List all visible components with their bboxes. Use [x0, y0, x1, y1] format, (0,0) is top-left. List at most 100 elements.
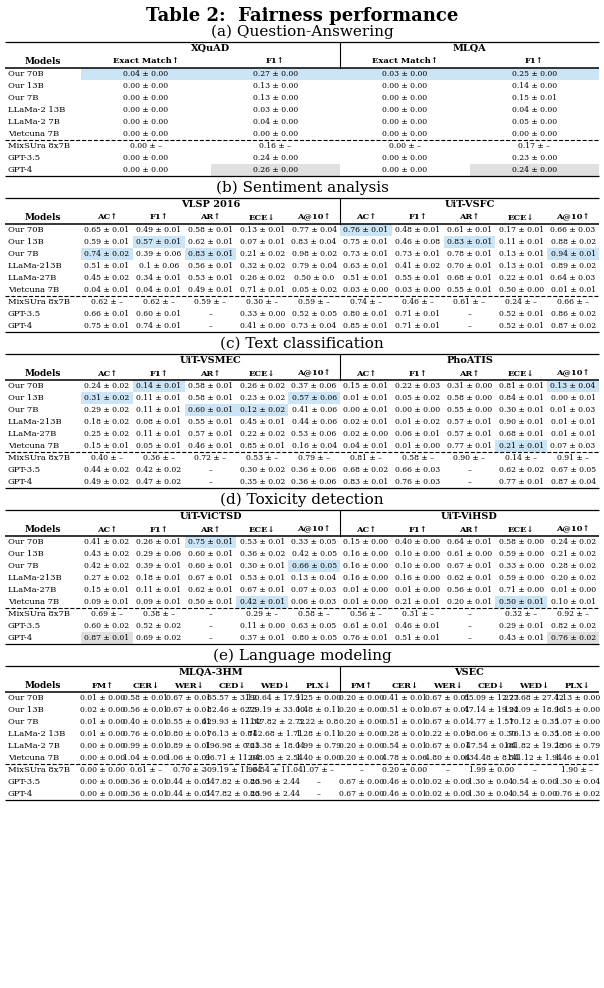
Text: 0.11 ± 0.01: 0.11 ± 0.01 — [136, 586, 181, 594]
Text: 0.83 ± 0.01: 0.83 ± 0.01 — [188, 250, 233, 258]
Text: 0.69 ± 0.02: 0.69 ± 0.02 — [136, 634, 181, 642]
Text: –: – — [467, 466, 472, 474]
Text: 0.00 ± 0.00: 0.00 ± 0.00 — [80, 790, 125, 798]
Text: 0.81 ± 0.01: 0.81 ± 0.01 — [499, 382, 544, 390]
Text: 0.00 ± 0.00: 0.00 ± 0.00 — [382, 82, 427, 90]
Text: 0.58 ± 0.01: 0.58 ± 0.01 — [123, 694, 169, 702]
Text: 0.59 ± 0.00: 0.59 ± 0.00 — [499, 550, 544, 558]
Text: (b) Sentiment analysis: (b) Sentiment analysis — [216, 181, 388, 196]
Text: 96.54 ± 11.04: 96.54 ± 11.04 — [248, 766, 303, 774]
Text: Vietcuna 7B: Vietcuna 7B — [8, 442, 59, 450]
Bar — [469, 164, 599, 176]
Text: 0.24 ± 0.02: 0.24 ± 0.02 — [550, 538, 596, 546]
Text: 0.13 ± 0.01: 0.13 ± 0.01 — [240, 226, 285, 234]
Text: 0.16 ± 0.00: 0.16 ± 0.00 — [343, 574, 388, 582]
Text: 0.45 ± 0.01: 0.45 ± 0.01 — [240, 418, 285, 426]
Text: 0.09 ± 0.01: 0.09 ± 0.01 — [85, 598, 129, 606]
Text: 0.66 ± 0.03: 0.66 ± 0.03 — [395, 466, 440, 474]
Text: A@10↑: A@10↑ — [297, 213, 331, 221]
Text: CER↓: CER↓ — [391, 682, 418, 690]
Text: 0.79 ± –: 0.79 ± – — [298, 454, 330, 462]
Text: 0.41 ± 0.00: 0.41 ± 0.00 — [240, 322, 285, 330]
Text: 0.76 ± 0.01: 0.76 ± 0.01 — [123, 730, 169, 738]
Text: (a) Question-Answering: (a) Question-Answering — [211, 25, 393, 40]
Text: 0.22 ± 0.02: 0.22 ± 0.02 — [240, 430, 285, 438]
Text: 0.56 ± 0.01: 0.56 ± 0.01 — [123, 706, 169, 714]
Text: ECE↓: ECE↓ — [249, 213, 275, 221]
Text: 0.16 ± 0.00: 0.16 ± 0.00 — [395, 574, 440, 582]
Text: 1.30 ± 0.04: 1.30 ± 0.04 — [469, 790, 514, 798]
Text: 0.30 ± 0.01: 0.30 ± 0.01 — [499, 406, 544, 414]
Text: 0.04 ± 0.01: 0.04 ± 0.01 — [136, 286, 181, 294]
Text: –: – — [208, 478, 213, 486]
Text: LLaMa-213B: LLaMa-213B — [8, 574, 63, 582]
Text: AR↑: AR↑ — [459, 213, 480, 221]
Text: 0.80 ± 0.05: 0.80 ± 0.05 — [292, 634, 336, 642]
Text: 0.67 ± 0.05: 0.67 ± 0.05 — [550, 466, 596, 474]
Text: 0.29 ± 0.01: 0.29 ± 0.01 — [499, 622, 544, 630]
Text: 82.46 ± 6.73: 82.46 ± 6.73 — [207, 706, 257, 714]
Text: 0.36 ± 0.02: 0.36 ± 0.02 — [240, 550, 285, 558]
Text: 0.00 ± 0.00: 0.00 ± 0.00 — [395, 406, 440, 414]
Text: 0.83 ± 0.04: 0.83 ± 0.04 — [292, 238, 336, 246]
Text: 0.11 ± 0.00: 0.11 ± 0.00 — [240, 622, 285, 630]
Text: 0.41 ± 0.02: 0.41 ± 0.02 — [85, 538, 129, 546]
Text: LLaMa-213B: LLaMa-213B — [8, 418, 63, 426]
Bar — [211, 68, 340, 80]
Text: 0.51 ± 0.01: 0.51 ± 0.01 — [343, 274, 388, 282]
Bar — [495, 440, 547, 452]
Text: 0.17 ± –: 0.17 ± – — [518, 142, 550, 150]
Text: 1.15 ± 0.00: 1.15 ± 0.00 — [555, 706, 600, 714]
Text: 0.77 ± 0.01: 0.77 ± 0.01 — [499, 478, 544, 486]
Text: 0.89 ± 0.01: 0.89 ± 0.01 — [166, 742, 211, 750]
Text: 0.67 ± 0.01: 0.67 ± 0.01 — [425, 718, 471, 726]
Text: 0.70 ± –: 0.70 ± – — [173, 766, 205, 774]
Bar — [185, 248, 236, 260]
Text: 0.57 ± 0.01: 0.57 ± 0.01 — [136, 238, 181, 246]
Text: 0.26 ± 0.02: 0.26 ± 0.02 — [240, 382, 285, 390]
Text: 0.76 ± 0.02: 0.76 ± 0.02 — [550, 634, 596, 642]
Text: 0.38 ± –: 0.38 ± – — [143, 610, 175, 618]
Text: (d) Toxicity detection: (d) Toxicity detection — [220, 493, 384, 507]
Text: 1.90 ± –: 1.90 ± – — [561, 766, 593, 774]
Text: 0.00 ± 0.00: 0.00 ± 0.00 — [80, 766, 125, 774]
Text: 0.03 ± 0.00: 0.03 ± 0.00 — [252, 106, 298, 114]
Text: 0.11 ± 0.01: 0.11 ± 0.01 — [136, 430, 181, 438]
Text: FM↑: FM↑ — [350, 682, 373, 690]
Text: 0.01 ± 0.00: 0.01 ± 0.00 — [80, 718, 125, 726]
Text: 0.63 ± 0.05: 0.63 ± 0.05 — [292, 622, 336, 630]
Text: 0.01 ± 0.03: 0.01 ± 0.03 — [550, 406, 596, 414]
Text: 0.29 ± 0.06: 0.29 ± 0.06 — [136, 550, 181, 558]
Text: 0.80 ± 0.01: 0.80 ± 0.01 — [343, 310, 388, 318]
Text: F1↑: F1↑ — [149, 370, 168, 377]
Bar — [288, 560, 340, 572]
Text: 0.71 ± 0.01: 0.71 ± 0.01 — [395, 322, 440, 330]
Text: 0.61 ± 0.01: 0.61 ± 0.01 — [343, 622, 388, 630]
Text: Our 13B: Our 13B — [8, 238, 43, 246]
Text: Models: Models — [25, 213, 61, 222]
Text: F1↑: F1↑ — [525, 57, 544, 65]
Text: 0.00 ± 0.00: 0.00 ± 0.00 — [382, 166, 427, 174]
Text: GPT-3.5: GPT-3.5 — [8, 778, 41, 786]
Text: 0.52 ± 0.05: 0.52 ± 0.05 — [292, 310, 336, 318]
Text: 0.51 ± 0.01: 0.51 ± 0.01 — [85, 262, 129, 270]
Text: 0.57 ± 0.06: 0.57 ± 0.06 — [292, 394, 336, 402]
Text: GPT-4: GPT-4 — [8, 478, 33, 486]
Text: –: – — [208, 310, 213, 318]
Text: 0.24 ± 0.00: 0.24 ± 0.00 — [512, 166, 557, 174]
Text: 0.03 ± 0.00: 0.03 ± 0.00 — [343, 286, 388, 294]
Text: 0.56 ± –: 0.56 ± – — [350, 610, 382, 618]
Text: 98.06 ± 0.30: 98.06 ± 0.30 — [466, 730, 516, 738]
Text: 0.94 ± 0.01: 0.94 ± 0.01 — [550, 250, 596, 258]
Text: 0.60 ± 0.01: 0.60 ± 0.01 — [188, 406, 233, 414]
Text: 309.19 ± 11.04: 309.19 ± 11.04 — [202, 766, 262, 774]
Text: 0.61 ± 0.00: 0.61 ± 0.00 — [447, 550, 492, 558]
Text: Our 70B: Our 70B — [8, 226, 43, 234]
Text: 0.00 ± 0.00: 0.00 ± 0.00 — [123, 154, 169, 162]
Text: 0.67 ± 0.01: 0.67 ± 0.01 — [425, 694, 471, 702]
Text: 0.61 ± –: 0.61 ± – — [454, 298, 486, 306]
Text: 0.15 ± 0.01: 0.15 ± 0.01 — [512, 94, 557, 102]
Text: 0.37 ± 0.01: 0.37 ± 0.01 — [240, 634, 285, 642]
Text: 0.00 ± 0.01: 0.00 ± 0.01 — [550, 394, 596, 402]
Text: 0.02 ± 0.00: 0.02 ± 0.00 — [80, 706, 125, 714]
